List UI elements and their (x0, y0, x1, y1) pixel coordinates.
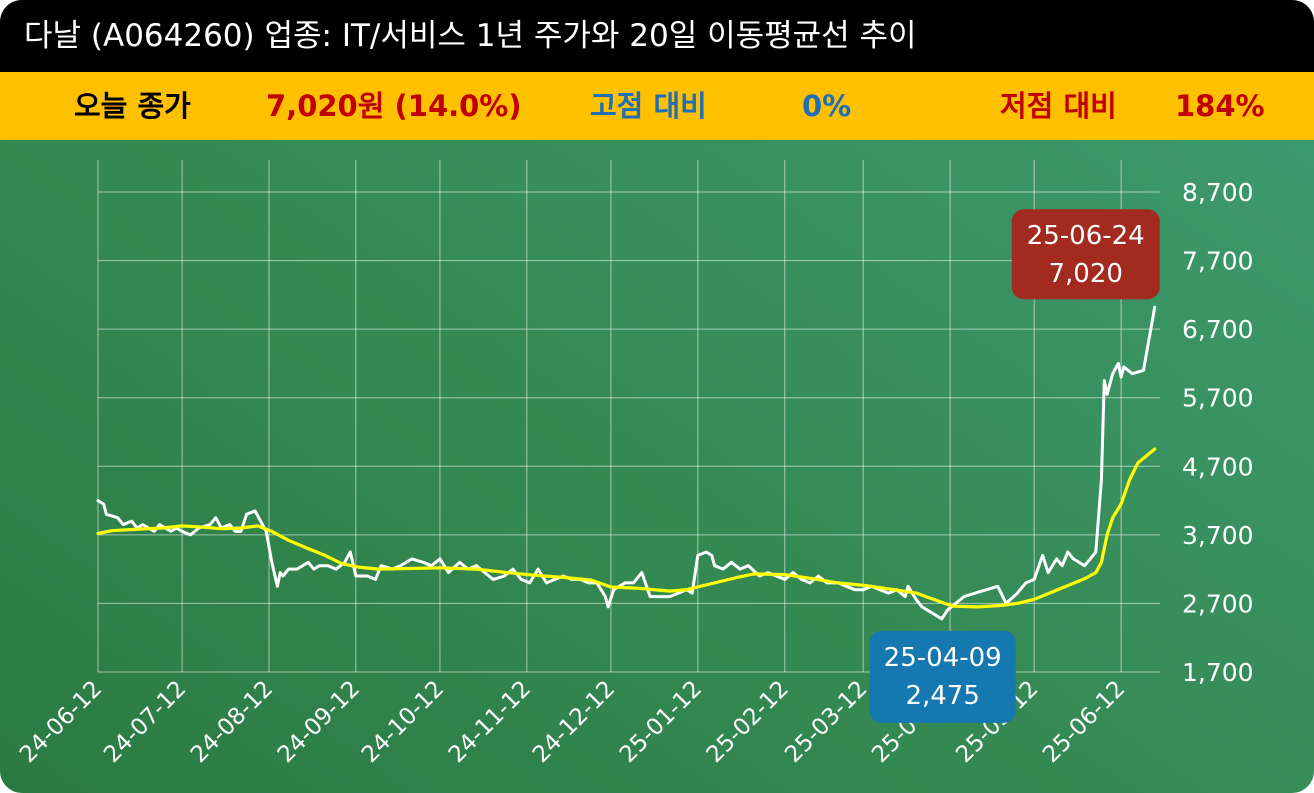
y-tick-label: 6,700 (1182, 315, 1254, 344)
x-tick-label: 24-12-12 (528, 676, 620, 768)
x-tick-label: 24-10-12 (357, 676, 449, 768)
series-lines (96, 305, 1157, 621)
price-line (96, 305, 1157, 621)
high-annotation: 25-06-24 7,020 (1011, 209, 1160, 300)
x-tick-label: 24-08-12 (186, 676, 278, 768)
y-axis-labels: 1,700 2,700 3,700 4,700 5,700 6,700 7,700 8,700 (1182, 178, 1254, 687)
high-annotation-value: 7,020 (1048, 259, 1122, 289)
low-annotation-value: 2,475 (905, 681, 979, 711)
moving-average-line (96, 447, 1157, 609)
x-tick-label: 24-11-12 (444, 676, 536, 768)
close-label: 오늘 종가 (74, 89, 191, 123)
x-tick-label: 24-09-12 (273, 676, 365, 768)
low-compare-label: 저점 대비 (1000, 89, 1117, 123)
annotations: 25-06-24 7,020 25-04-09 2,475 (869, 209, 1160, 723)
y-tick-label: 2,700 (1182, 589, 1254, 618)
y-tick-label: 8,700 (1182, 178, 1254, 207)
y-tick-label: 4,700 (1182, 452, 1254, 481)
low-annotation-date: 25-04-09 (884, 643, 1002, 673)
y-tick-label: 3,700 (1182, 521, 1254, 550)
x-tick-label: 25-06-12 (1038, 676, 1130, 768)
line-chart: 1,700 2,700 3,700 4,700 5,700 6,700 7,700 8,700… (15, 160, 1254, 768)
low-annotation: 25-04-09 2,475 (869, 630, 1016, 723)
x-tick-label: 25-02-12 (702, 676, 794, 768)
chart-title: 다날 (A064260) 업종: IT/서비스 1년 주가와 20일 이동평균선… (0, 0, 1314, 72)
x-tick-label: 25-01-12 (615, 676, 707, 768)
high-compare-label: 고점 대비 (590, 89, 707, 123)
x-tick-label: 24-07-12 (99, 676, 191, 768)
grid-lines (97, 160, 1160, 673)
y-tick-label: 7,700 (1182, 247, 1254, 276)
y-tick-label: 5,700 (1182, 384, 1254, 413)
summary-bar: 오늘 종가 7,020원 (14.0%) 고점 대비 0% 저점 대비 184% (0, 72, 1314, 140)
y-tick-label: 1,700 (1182, 658, 1254, 687)
x-tick-label: 25-03-12 (780, 676, 872, 768)
low-compare-value: 184% (1175, 89, 1265, 123)
x-tick-label: 24-06-12 (15, 676, 107, 768)
low-annotation-box (869, 630, 1016, 723)
close-value: 7,020원 (14.0%) (266, 89, 522, 123)
high-annotation-box (1011, 209, 1160, 300)
high-annotation-date: 25-06-24 (1027, 221, 1145, 251)
high-compare-value: 0% (802, 89, 852, 123)
